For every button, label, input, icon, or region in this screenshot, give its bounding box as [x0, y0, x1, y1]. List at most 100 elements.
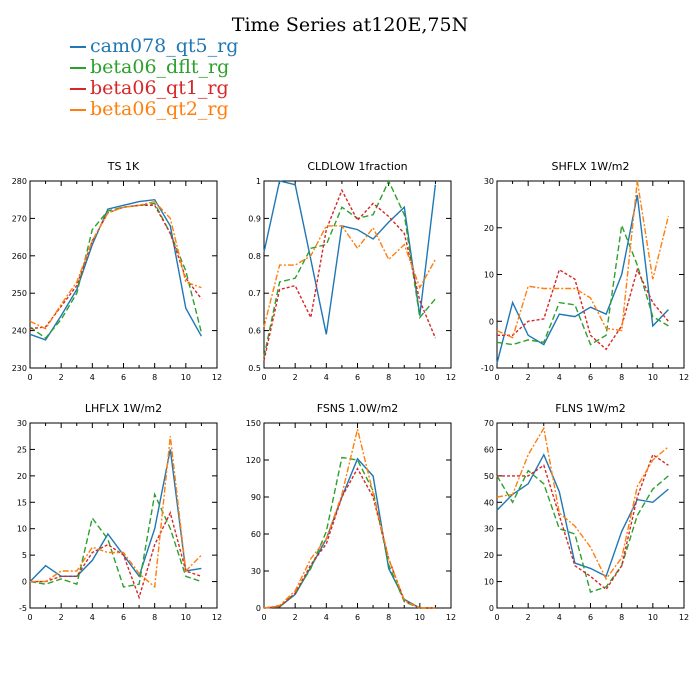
plot-frame: [263, 180, 452, 369]
x-tick-label: 8: [152, 613, 157, 622]
legend: cam078_qt5_rg beta06_dflt_rg beta06_qt1_…: [70, 36, 238, 120]
y-tick-label: 270: [12, 214, 27, 223]
x-tick-label: 4: [324, 373, 329, 382]
y-tick-label: 10: [484, 578, 494, 587]
chart-title: FLNS 1W/m2: [555, 402, 625, 415]
y-tick-label: 30: [484, 525, 494, 534]
y-tick-label: 0: [22, 578, 27, 587]
series-line: [263, 429, 436, 609]
legend-swatch: [70, 67, 86, 69]
legend-swatch: [70, 88, 86, 90]
x-tick-label: 6: [588, 613, 593, 622]
x-tick-label: 8: [386, 373, 391, 382]
legend-label: beta06_qt2_rg: [90, 98, 229, 120]
plot-frame: [263, 422, 452, 609]
chart-panel: TS 1K 0 2 4 6 8 10 12 230 240 250 260 270 280: [12, 160, 222, 382]
plot-frame: [496, 422, 685, 609]
y-tick-label: 5: [22, 551, 27, 560]
series-line: [30, 436, 202, 589]
x-tick-label: 0: [261, 613, 266, 622]
y-tick-label: 20: [484, 551, 494, 560]
x-tick-label: 6: [121, 613, 126, 622]
x-tick-label: 0: [27, 613, 32, 622]
x-tick-label: 0: [261, 373, 266, 382]
x-tick-label: 12: [212, 613, 222, 622]
legend-swatch: [70, 109, 86, 111]
x-tick-label: 12: [212, 373, 222, 382]
page-title: Time Series at120E,75N: [231, 14, 469, 36]
x-tick-label: 0: [27, 373, 32, 382]
chart-panel: FLNS 1W/m2 0 2 4 6 8 10 12 0 10 20 30 40 50 60 70: [484, 402, 689, 622]
legend-item: beta06_dflt_rg: [70, 57, 238, 78]
x-tick-label: 12: [679, 613, 689, 622]
x-tick-label: 10: [181, 373, 191, 382]
chart-title: CLDLOW 1fraction: [307, 160, 407, 173]
legend-label: beta06_qt1_rg: [90, 77, 229, 99]
series-line: [496, 194, 669, 364]
x-tick-label: 10: [181, 613, 191, 622]
x-tick-label: 12: [446, 373, 456, 382]
series-line: [29, 200, 202, 330]
x-tick-label: 4: [557, 373, 562, 382]
y-tick-label: 25: [17, 445, 27, 454]
y-tick-label: 20: [17, 472, 27, 481]
legend-item: beta06_qt2_rg: [70, 99, 238, 120]
y-tick-label: 60: [251, 530, 261, 539]
y-tick-label: 150: [246, 419, 261, 428]
legend-item: beta06_qt1_rg: [70, 78, 238, 99]
y-tick-label: 20: [484, 224, 494, 233]
x-tick-label: 6: [121, 373, 126, 382]
x-tick-label: 0: [494, 373, 499, 382]
x-tick-label: 10: [415, 373, 425, 382]
x-tick-label: 12: [679, 373, 689, 382]
chart-title: TS 1K: [107, 160, 140, 173]
legend-item: cam078_qt5_rg: [70, 36, 238, 57]
x-tick-label: 4: [90, 373, 95, 382]
y-tick-label: -10: [481, 364, 494, 373]
x-tick-label: 4: [324, 613, 329, 622]
y-tick-label: 30: [484, 177, 494, 186]
y-tick-label: 30: [251, 567, 261, 576]
y-tick-label: 0.8: [248, 252, 261, 261]
series-line: [263, 180, 437, 335]
series-line: [30, 510, 202, 600]
x-tick-label: 2: [293, 373, 298, 382]
series-line: [29, 449, 202, 583]
x-tick-label: 8: [152, 373, 157, 382]
series-line: [263, 179, 436, 357]
chart-title: FSNS 1.0W/m2: [317, 402, 399, 415]
y-tick-label: 0: [489, 604, 494, 613]
y-tick-label: 70: [484, 419, 494, 428]
plot-frame: [29, 180, 218, 369]
x-tick-label: 2: [526, 613, 531, 622]
y-tick-label: 30: [17, 419, 27, 428]
y-tick-label: 60: [484, 445, 494, 454]
y-tick-label: 230: [12, 364, 27, 373]
x-tick-label: 6: [355, 373, 360, 382]
y-tick-label: 280: [12, 177, 27, 186]
series-line: [496, 426, 669, 581]
series-line: [496, 469, 669, 593]
y-tick-label: 10: [17, 525, 27, 534]
y-tick-label: 0: [489, 317, 494, 326]
y-tick-label: 40: [484, 498, 494, 507]
y-tick-label: 240: [12, 327, 27, 336]
y-tick-label: 0.7: [248, 289, 261, 298]
y-tick-label: 90: [251, 493, 261, 502]
y-tick-label: 120: [246, 456, 261, 465]
x-tick-label: 8: [619, 613, 624, 622]
x-tick-label: 10: [648, 613, 658, 622]
chart-title: SHFLX 1W/m2: [551, 160, 629, 173]
plot-frame: [496, 180, 685, 369]
x-tick-label: 2: [59, 373, 64, 382]
y-tick-label: 10: [484, 271, 494, 280]
series-line: [263, 457, 436, 609]
chart-title: LHFLX 1W/m2: [85, 402, 162, 415]
y-tick-label: 0.5: [248, 364, 261, 373]
legend-label: beta06_dflt_rg: [90, 56, 230, 78]
x-tick-label: 8: [619, 373, 624, 382]
x-tick-label: 4: [90, 613, 95, 622]
